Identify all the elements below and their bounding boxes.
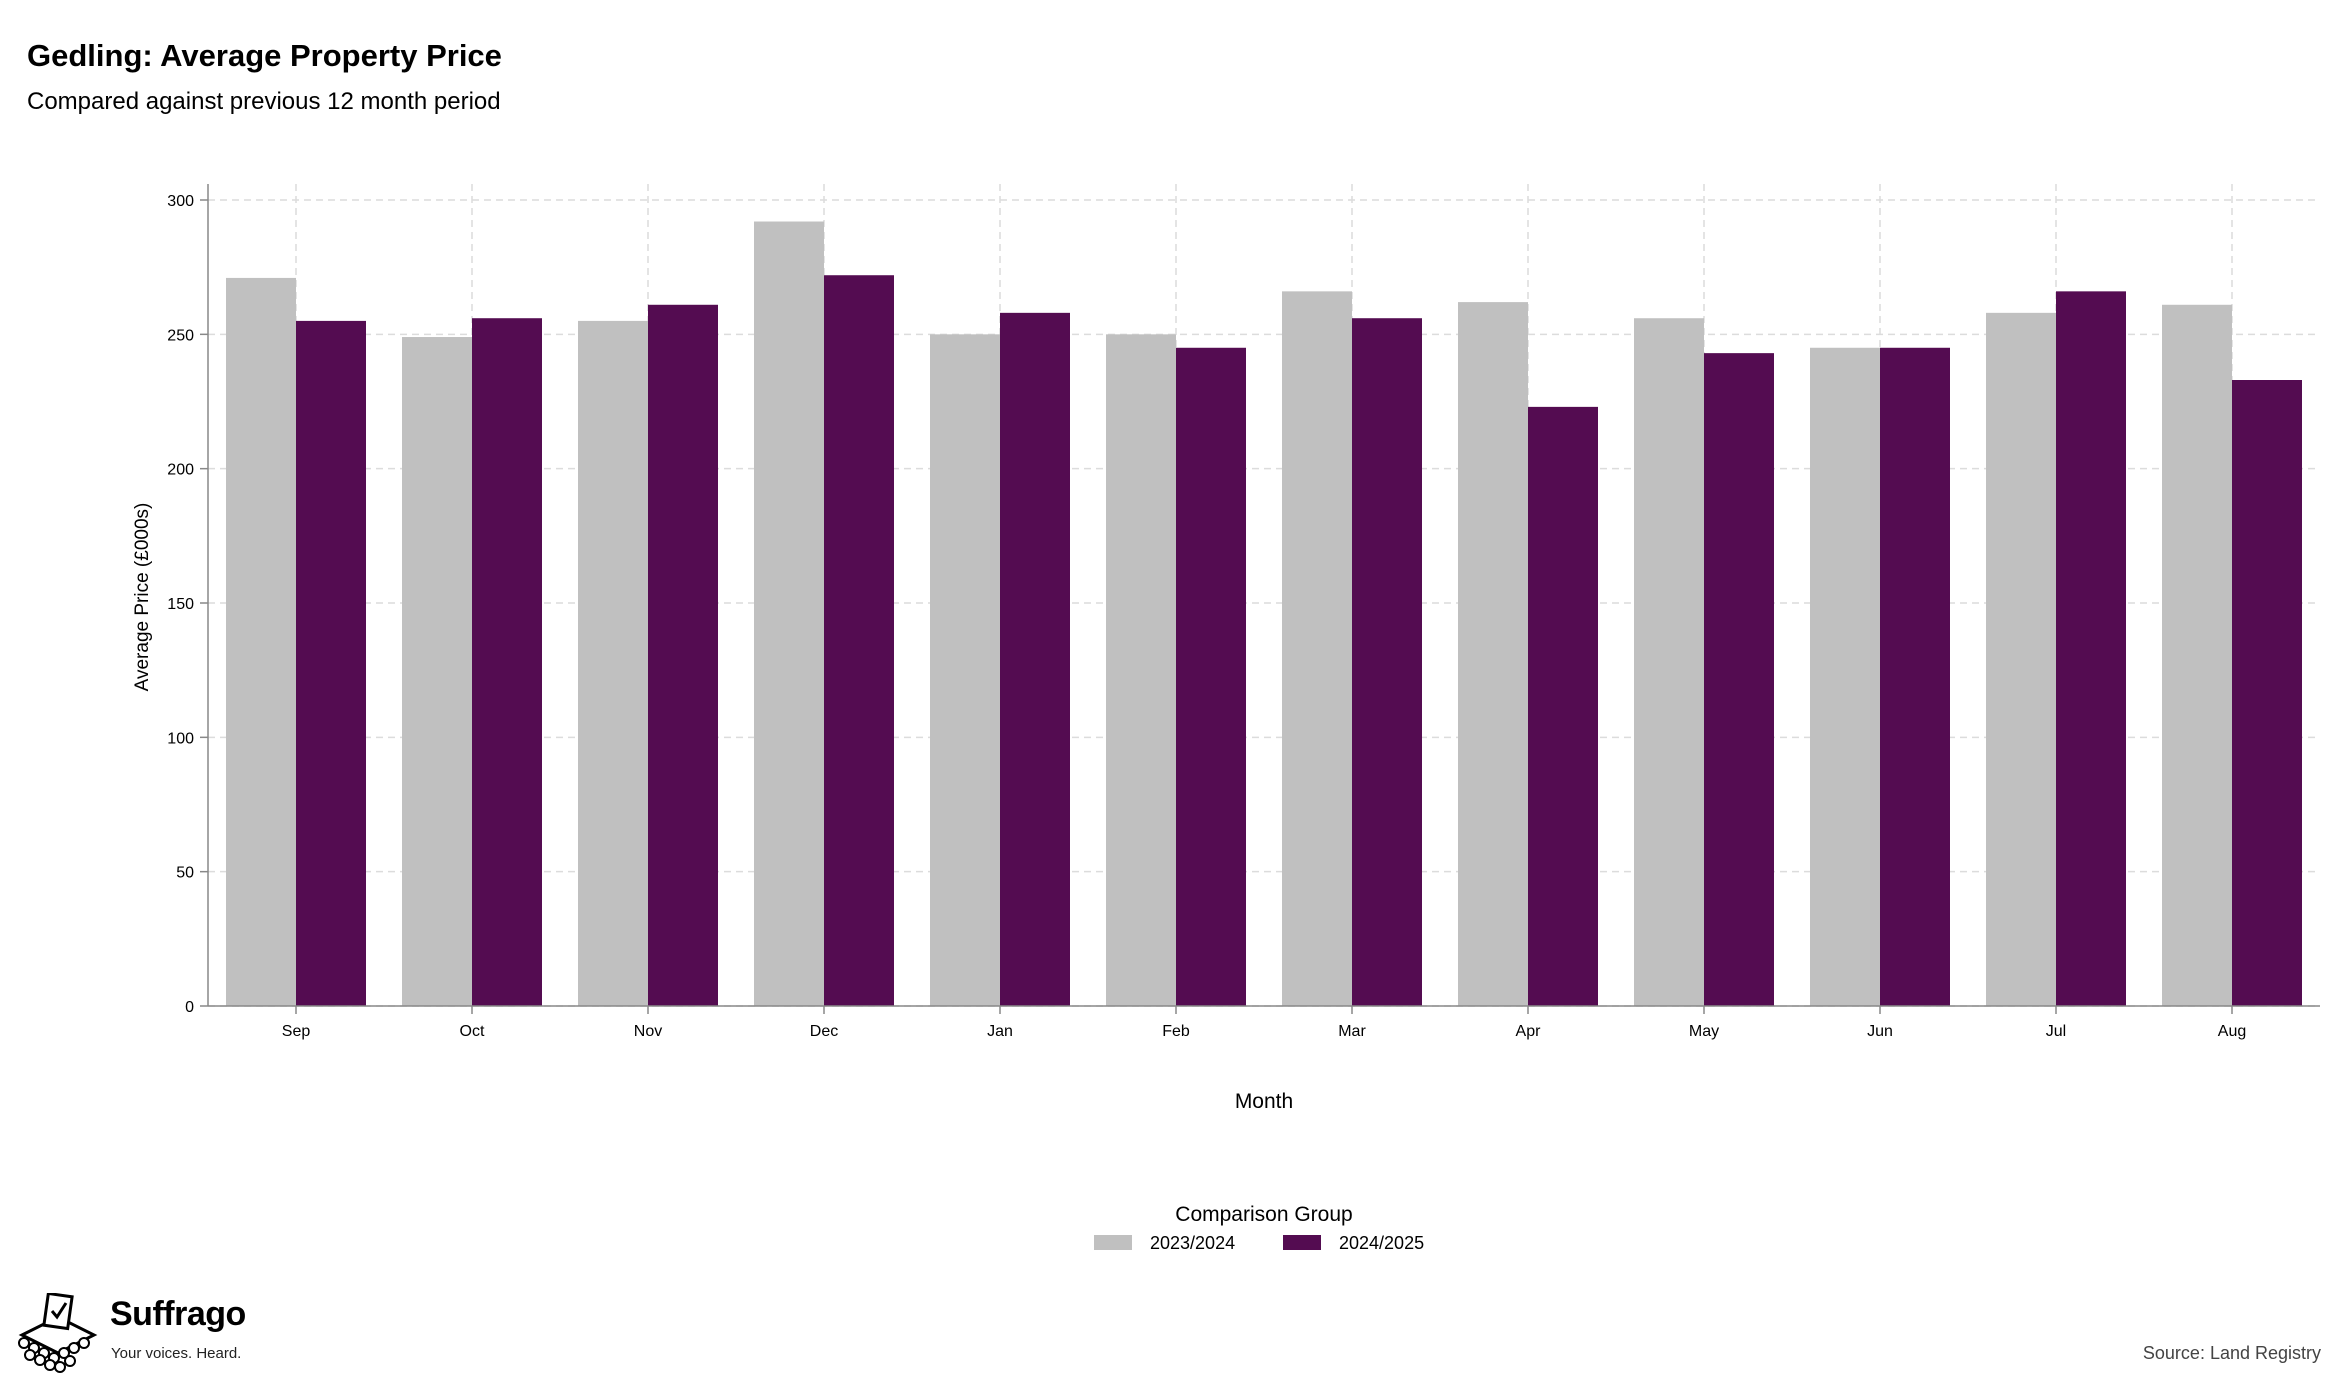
bar-2024-2025-nov: [648, 304, 718, 1006]
bar-2023-2024-apr: [1458, 302, 1528, 1006]
chart-subtitle: Compared against previous 12 month perio…: [27, 88, 501, 115]
x-tick-label: Aug: [2218, 1023, 2246, 1040]
x-tick-label: Apr: [1516, 1023, 1542, 1040]
y-tick-label: 0: [185, 999, 194, 1016]
bar-2023-2024-jul: [1986, 312, 2056, 1007]
bar-2023-2024-may: [1634, 318, 1704, 1006]
x-tick-label: Jun: [1867, 1023, 1893, 1040]
bar-2024-2025-jan: [1000, 312, 1070, 1007]
bar-2024-2025-apr: [1528, 406, 1598, 1007]
bar-2024-2025-oct: [472, 318, 542, 1006]
y-tick-label: 50: [176, 865, 194, 882]
source-note: Source: Land Registry: [2142, 1343, 2321, 1363]
bar-2024-2025-feb: [1176, 347, 1246, 1006]
legend-swatch: [1283, 1235, 1321, 1250]
bars: [226, 221, 2302, 1007]
legend-label: 2024/2025: [1339, 1233, 1424, 1253]
y-tick-label: 150: [167, 596, 194, 613]
chart-title: Gedling: Average Property Price: [27, 38, 502, 73]
x-tick-label: Mar: [1338, 1023, 1366, 1040]
ballot-box-icon: [18, 1293, 98, 1373]
bar-2023-2024-feb: [1106, 334, 1176, 1006]
x-tick-label: Oct: [460, 1023, 485, 1040]
legend-label: 2023/2024: [1150, 1233, 1235, 1253]
brand-name: Suffrago: [110, 1295, 246, 1333]
bar-2023-2024-jan: [930, 334, 1000, 1006]
bar-2024-2025-dec: [824, 275, 894, 1006]
bar-2024-2025-may: [1704, 353, 1774, 1006]
x-tick-label: Nov: [634, 1023, 662, 1040]
brand-tagline: Your voices. Heard.: [111, 1345, 242, 1362]
legend: 2023/2024 2024/2025: [1094, 1233, 1424, 1253]
x-tick-labels: Sep Oct Nov Dec Jan Feb Mar Apr May Jun Jul Aug: [282, 1023, 2246, 1040]
y-tick-label: 300: [167, 193, 194, 210]
brand-logo: Suffrago Your voices. Heard.: [14, 1293, 274, 1373]
y-tick-label: 200: [167, 462, 194, 479]
y-axis-label: Average Price (£000s): [132, 503, 153, 692]
bar-2024-2025-aug: [2232, 380, 2302, 1006]
x-axis-label: Month: [1235, 1090, 1293, 1113]
legend-title: Comparison Group: [1175, 1203, 1352, 1226]
bar-2023-2024-dec: [754, 221, 824, 1006]
bar-2023-2024-jun: [1810, 347, 1880, 1006]
bar-2024-2025-mar: [1352, 318, 1422, 1006]
x-tick-label: Feb: [1162, 1023, 1190, 1040]
bar-2023-2024-aug: [2162, 304, 2232, 1006]
bar-2023-2024-mar: [1282, 291, 1352, 1006]
bar-2023-2024-sep: [226, 277, 296, 1006]
bar-2023-2024-oct: [402, 337, 472, 1006]
x-tick-label: Dec: [810, 1023, 838, 1040]
y-tick-label: 100: [167, 730, 194, 747]
bar-2023-2024-nov: [578, 320, 648, 1006]
legend-swatch: [1094, 1235, 1132, 1250]
bar-2024-2025-sep: [296, 320, 366, 1006]
x-tick-label: Jan: [987, 1023, 1013, 1040]
y-tick-label: 250: [167, 327, 194, 344]
x-tick-label: Sep: [282, 1023, 311, 1040]
x-tick-label: Jul: [2046, 1023, 2066, 1040]
y-tick-labels: 0 50 100 150 200 250 300: [167, 193, 194, 1016]
x-tick-label: May: [1689, 1023, 1719, 1040]
bar-2024-2025-jul: [2056, 291, 2126, 1006]
axes: [200, 184, 2320, 1014]
bar-2024-2025-jun: [1880, 347, 1950, 1006]
